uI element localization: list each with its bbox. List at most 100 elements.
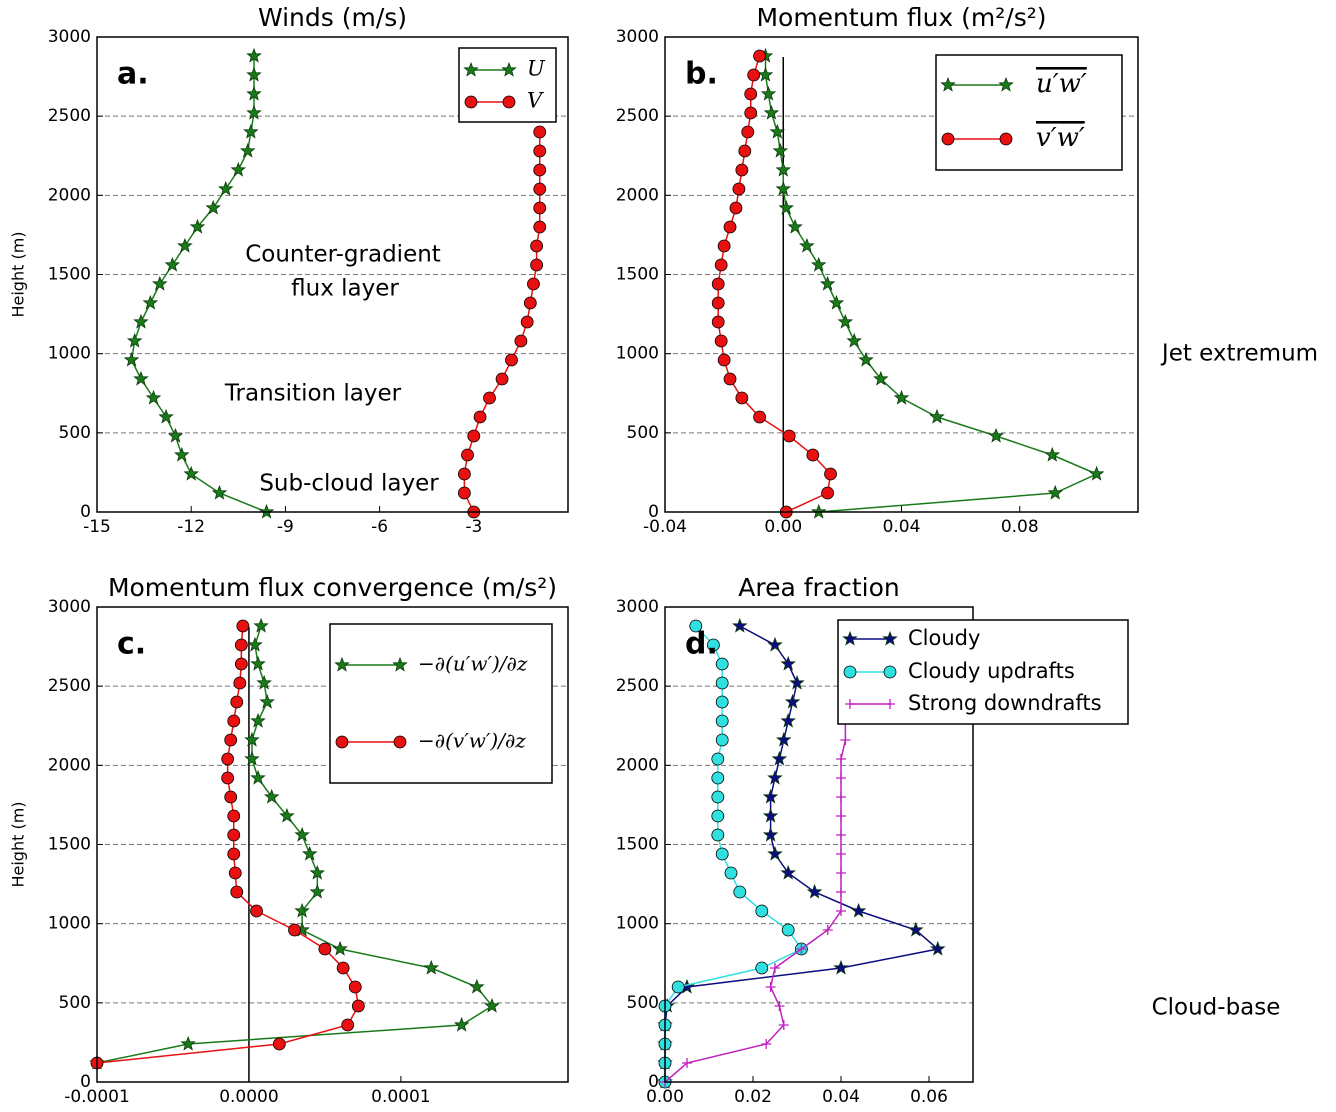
marker-star <box>205 199 221 215</box>
marker-star <box>247 636 263 652</box>
marker-star <box>309 864 326 880</box>
marker-circle <box>234 657 248 671</box>
marker-star <box>882 630 898 646</box>
marker-star <box>1047 484 1063 500</box>
marker-plus <box>774 1001 785 1011</box>
y-tick-label: 1500 <box>48 835 91 855</box>
panel-label: b. <box>685 57 718 92</box>
marker-circle <box>821 486 834 500</box>
plot-frame <box>664 36 1139 513</box>
y-tick-label: 2500 <box>616 676 659 696</box>
y-tick-label: 3000 <box>48 597 91 617</box>
marker-circle <box>843 665 857 679</box>
y-tick-label: 1500 <box>616 835 659 855</box>
marker-circle <box>505 353 518 367</box>
marker-plus <box>885 699 895 709</box>
marker-circle <box>744 106 758 120</box>
marker-circle <box>781 923 795 937</box>
marker-circle <box>530 239 543 253</box>
side-label: Cloud-base <box>1152 995 1281 1021</box>
legend-label: v′w′ <box>1036 123 1085 153</box>
marker-star <box>833 959 849 975</box>
marker-circle <box>755 904 769 918</box>
marker-star <box>334 656 350 672</box>
y-tick-label: 2000 <box>616 755 659 775</box>
marker-star <box>767 845 783 861</box>
marker-circle <box>351 999 365 1013</box>
marker-star <box>778 199 794 215</box>
marker-star <box>780 712 796 728</box>
y-tick-label: 2500 <box>48 676 91 696</box>
marker-star <box>294 902 310 918</box>
marker-circle <box>747 68 761 82</box>
legend-box <box>329 623 553 784</box>
marker-star <box>180 1035 196 1051</box>
marker-star <box>930 940 946 956</box>
marker-circle <box>999 132 1013 146</box>
marker-star <box>767 769 783 785</box>
x-tick-label: -12 <box>177 517 205 537</box>
marker-star <box>775 180 791 196</box>
marker-plus <box>836 849 846 859</box>
marker-circle <box>228 866 242 880</box>
marker-star <box>787 218 803 234</box>
marker-star <box>771 750 788 766</box>
y-tick-label: 2500 <box>48 106 91 126</box>
y-axis-label: Height (m) <box>9 231 28 317</box>
marker-star <box>253 617 269 633</box>
marker-star <box>469 978 485 994</box>
marker-star <box>940 76 956 92</box>
marker-star <box>263 788 280 804</box>
marker-star <box>392 656 408 672</box>
y-tick-label: 3000 <box>616 27 659 47</box>
marker-star <box>772 142 789 158</box>
marker-star <box>152 275 168 291</box>
marker-circle <box>715 676 729 690</box>
marker-circle <box>715 695 729 709</box>
plot-frame <box>664 606 974 1083</box>
marker-star <box>806 883 823 899</box>
marker-circle <box>335 735 349 749</box>
marker-star <box>873 370 889 386</box>
marker-star <box>760 85 777 101</box>
marker-circle <box>735 163 749 177</box>
legend-box <box>935 54 1123 171</box>
marker-star <box>211 484 228 500</box>
marker-star <box>837 313 854 329</box>
marker-star <box>301 845 318 861</box>
annotation: Sub-cloud layer <box>259 471 439 497</box>
series-line <box>130 56 267 513</box>
marker-star <box>850 902 867 918</box>
marker-circle <box>533 220 547 234</box>
chart-title: Winds (m/s) <box>258 3 407 32</box>
marker-star <box>799 237 815 253</box>
marker-star <box>776 731 792 747</box>
marker-star <box>784 693 801 709</box>
annotation: Counter-gradient <box>245 242 441 268</box>
marker-circle <box>711 296 725 310</box>
marker-circle <box>457 467 471 481</box>
y-tick-label: 500 <box>59 423 91 443</box>
marker-star <box>842 630 858 646</box>
marker-circle <box>714 334 728 348</box>
marker-star <box>142 294 159 310</box>
marker-circle <box>711 277 725 291</box>
marker-circle <box>473 410 487 424</box>
marker-circle <box>883 665 897 679</box>
x-tick-label: 0.04 <box>883 517 921 537</box>
marker-star <box>819 275 836 291</box>
marker-circle <box>711 771 725 785</box>
marker-star <box>762 807 779 823</box>
marker-star <box>463 61 479 77</box>
marker-circle <box>741 125 755 139</box>
marker-star <box>183 465 199 481</box>
marker-plus <box>836 792 846 802</box>
marker-star <box>732 617 748 633</box>
marker-circle <box>341 1018 355 1032</box>
y-tick-label: 2000 <box>48 755 91 775</box>
x-tick-label: -0.04 <box>643 517 687 537</box>
marker-star <box>767 636 783 652</box>
marker-circle <box>227 714 241 728</box>
marker-star <box>250 712 266 728</box>
